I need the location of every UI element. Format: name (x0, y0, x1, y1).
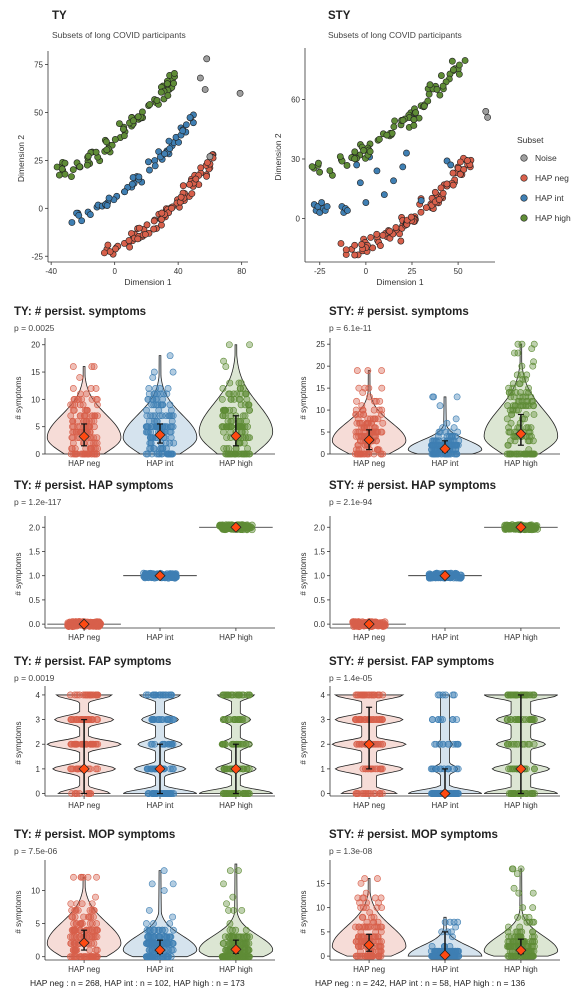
p-value: p = 1.3e-08 (329, 846, 373, 856)
p-value: p = 6.1e-11 (329, 323, 372, 333)
violin-panel-ty-hap: TY: # persist. HAP symptoms p = 1.2e-117 (0, 480, 290, 650)
chart-title: TY: # persist. symptoms (14, 306, 147, 318)
footer-counts-ty: HAP neg : n = 268, HAP int : n = 102, HA… (30, 978, 245, 988)
violin-panel-ty-fap: TY: # persist. FAP symptoms p = 0.0019 (0, 656, 290, 826)
violin-panel-sty-fap: STY: # persist. FAP symptoms p = 1.4e-05 (315, 656, 583, 826)
y-axis-label: Dimension 2 (16, 135, 26, 183)
p-value: p = 1.2e-117 (14, 497, 62, 507)
scatter-ty-panel: TY Subsets of long COVID participants (40, 10, 260, 290)
legend-label: HAP neg (535, 173, 569, 183)
legend-label: HAP high (535, 213, 571, 223)
chart-subtitle: Subsets of long COVID participants (52, 30, 186, 40)
chart-title: TY (52, 10, 67, 22)
p-value: p = 1.4e-05 (329, 673, 373, 683)
chart-subtitle: Subsets of long COVID participants (328, 30, 462, 40)
y-axis-label: Dimension 2 (273, 133, 283, 181)
legend-label: HAP int (535, 193, 564, 203)
scatter-sty-panel: STY Subsets of long COVID participants (316, 10, 536, 290)
chart-title: TY: # persist. FAP symptoms (14, 656, 172, 668)
chart-title: TY: # persist. MOP symptoms (14, 829, 176, 841)
y-axis-label: # symptoms (299, 376, 308, 419)
legend-label: Noise (535, 153, 557, 163)
y-tick-label: 30 (291, 155, 300, 164)
y-axis-label: # symptoms (299, 721, 308, 764)
y-axis-label: # symptoms (299, 890, 308, 933)
chart-title: STY: # persist. symptoms (329, 306, 469, 318)
p-value: p = 2.1e-94 (329, 497, 373, 507)
data-point (308, 163, 316, 171)
violin-panel-sty-persist: STY: # persist. symptoms p = 6.1e-11 (315, 306, 583, 476)
chart-title: TY: # persist. HAP symptoms (14, 480, 174, 492)
y-tick-label: 60 (291, 96, 300, 105)
p-value: p = 0.0019 (14, 673, 55, 683)
footer-counts-sty: HAP neg : n = 242, HAP int : n = 58, HAP… (315, 978, 526, 988)
p-value: p = 7.5e-06 (14, 846, 58, 856)
chart-title: STY: # persist. FAP symptoms (329, 656, 495, 668)
violin-panel-sty-mop: STY: # persist. MOP symptoms p = 1.3e-08 (315, 829, 583, 979)
violin-panel-ty-mop: TY: # persist. MOP symptoms p = 7.5e-06 (0, 829, 290, 979)
p-value: p = 0.0025 (14, 323, 55, 333)
violin-panel-ty-persist: TY: # persist. symptoms p = 0.0025 (0, 306, 290, 476)
y-axis-label: # symptoms (299, 552, 308, 595)
chart-title: STY: # persist. MOP symptoms (329, 829, 498, 841)
violin-panel-sty-hap: STY: # persist. HAP symptoms p = 2.1e-94 (315, 480, 583, 650)
chart-title: STY (328, 10, 351, 22)
y-tick-label: 0 (296, 214, 301, 223)
chart-title: STY: # persist. HAP symptoms (329, 480, 497, 492)
